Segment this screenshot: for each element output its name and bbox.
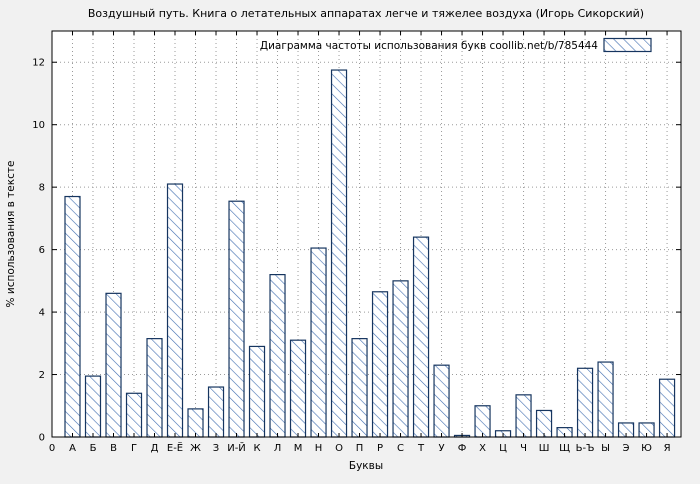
x-tick-label: Ц: [499, 443, 507, 454]
bar-У: [433, 364, 450, 438]
x-tick-label: Ы: [601, 443, 610, 454]
bar-Б: [84, 375, 102, 438]
x-tick-label: Ч: [520, 443, 527, 454]
y-tick-label: 6: [39, 245, 45, 256]
x-tick-label: Е-Ё: [167, 441, 183, 454]
x-tick-label: Ф: [458, 443, 467, 454]
y-tick-label: 4: [39, 308, 45, 319]
x-tick-label: Т: [417, 443, 425, 454]
y-tick-label: 8: [39, 183, 45, 194]
bar-Е-Ё: [166, 183, 184, 438]
x-tick-label: З: [213, 443, 219, 454]
y-axis-title: % использования в тексте: [5, 161, 17, 308]
tick-labels: 0 2 4 6 8 10 12 0 А Б В Г Д Е-Ё Ж З И-Й К Л М Н О П Р С Т У Ф Х Ц Ч Ш Щ Ь…: [32, 58, 670, 454]
legend-label: Диаграмма частоты использования букв coo…: [260, 40, 598, 52]
x-tick-label: Д: [151, 443, 159, 454]
bar-Я: [658, 378, 676, 438]
y-tick-label: 12: [32, 58, 45, 69]
x-tick-label: Х: [479, 443, 486, 454]
x-tick-label: М: [294, 443, 303, 454]
x-tick-label: И-Й: [227, 441, 246, 454]
x-tick-label: П: [356, 443, 364, 454]
x-tick-label: Л: [274, 443, 282, 454]
bar-С: [392, 280, 409, 438]
plot-border: [51, 30, 682, 438]
bar-Х: [474, 405, 491, 438]
x-tick-label: В: [110, 443, 117, 454]
bar-З: [207, 386, 225, 438]
bars: [64, 69, 676, 438]
x-tick-label: Ж: [190, 443, 201, 454]
bar-А: [64, 195, 81, 438]
x-tick-label: А: [69, 443, 76, 454]
bar-Ж: [187, 408, 204, 438]
x-tick-label: Ь-Ъ: [576, 443, 595, 454]
bar-Ь-Ъ: [576, 367, 594, 438]
x-tick-label: К: [253, 443, 260, 454]
x-tick-label: Э: [623, 443, 630, 454]
bar-О: [330, 69, 348, 438]
x-tick-label: Ю: [641, 443, 652, 454]
bar-Л: [269, 274, 286, 438]
bar-М: [289, 339, 307, 438]
axes: [51, 30, 682, 438]
y-tick-label: 10: [32, 120, 45, 131]
bar-Ч: [515, 394, 532, 438]
bar-Ы: [597, 361, 614, 438]
bar-Н: [310, 247, 327, 438]
x-axis-title: Буквы: [349, 460, 383, 472]
legend: Диаграмма частоты использования букв coo…: [260, 37, 652, 53]
x-tick-label: Ш: [539, 443, 550, 454]
x-tick-label: Б: [90, 443, 97, 454]
bar-П: [351, 338, 368, 438]
bar-Т: [412, 236, 430, 438]
bar-И-Й: [228, 200, 245, 438]
bar-К: [248, 345, 266, 438]
x-tick-label-origin: 0: [49, 443, 55, 454]
y-tick-label: 0: [39, 433, 45, 444]
bar-В: [105, 292, 122, 438]
legend-swatch: [603, 37, 652, 53]
chart-title: Воздушный путь. Книга о летательных аппа…: [88, 7, 644, 20]
bar-Г: [125, 392, 143, 438]
bar-Р: [371, 291, 389, 438]
x-tick-label: С: [397, 443, 404, 454]
y-tick-label: 2: [39, 370, 45, 381]
x-tick-label: Н: [315, 443, 323, 454]
x-tick-label: Я: [664, 443, 671, 454]
x-tick-label: О: [335, 443, 343, 454]
x-tick-label: У: [438, 443, 444, 454]
x-tick-label: Р: [377, 443, 383, 454]
x-tick-label: Щ: [559, 443, 570, 454]
bar-Д: [146, 338, 163, 438]
x-tick-label: Г: [131, 443, 137, 454]
